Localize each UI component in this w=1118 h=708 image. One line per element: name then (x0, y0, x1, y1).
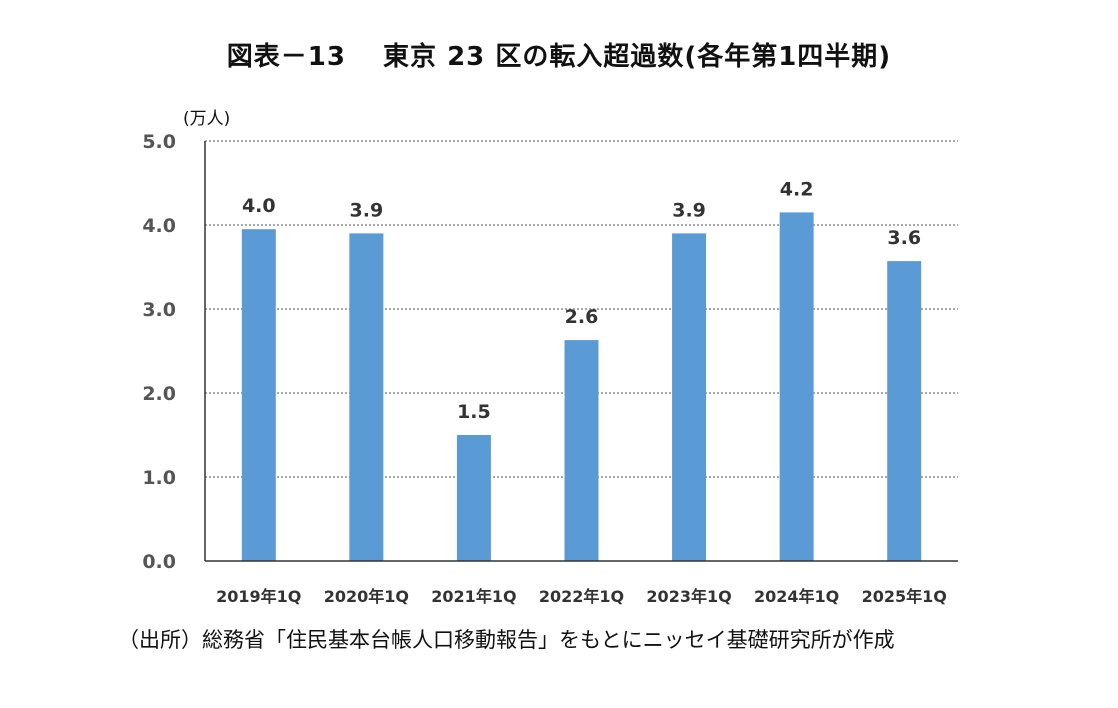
category-label: 2022年1Q (539, 587, 624, 606)
source-note: （出所）総務省「住民基本台帳人口移動報告」をもとにニッセイ基礎研究所が作成 (118, 628, 895, 652)
category-label: 2019年1Q (216, 587, 301, 606)
y-tick-label: 1.0 (142, 467, 176, 489)
y-tick-label: 3.0 (142, 299, 176, 321)
chart-title: 図表－13 東京 23 区の転入超過数(各年第1四半期) (226, 42, 892, 72)
bar (241, 229, 276, 561)
bar (456, 435, 491, 561)
category-label: 2023年1Q (646, 587, 731, 606)
bar (887, 261, 922, 561)
y-tick-label: 2.0 (142, 383, 176, 405)
category-label: 2021年1Q (431, 587, 516, 606)
y-axis-unit-label: (万人) (183, 109, 230, 129)
value-label: 3.6 (887, 227, 921, 249)
y-tick-label: 4.0 (142, 215, 176, 237)
value-labels: 4.0 3.9 1.5 2.6 3.9 4.2 3.6 (242, 178, 921, 423)
value-label: 2.6 (565, 306, 599, 328)
category-label: 2020年1Q (324, 587, 409, 606)
y-tick-labels: 0.0 1.0 2.0 3.0 4.0 5.0 (142, 131, 176, 573)
value-label: 1.5 (457, 401, 491, 423)
y-tick-label: 0.0 (142, 551, 176, 573)
bar (349, 233, 384, 561)
bars (241, 212, 922, 561)
category-labels: 2019年1Q 2020年1Q 2021年1Q 2022年1Q 2023年1Q 2024年… (216, 587, 947, 606)
value-label: 4.2 (780, 178, 814, 200)
bar (779, 212, 814, 561)
category-label: 2024年1Q (754, 587, 839, 606)
category-label: 2025年1Q (862, 587, 947, 606)
y-tick-label: 5.0 (142, 131, 176, 153)
bar (672, 233, 707, 561)
value-label: 3.9 (672, 199, 706, 221)
value-label: 3.9 (350, 199, 384, 221)
value-label: 4.0 (242, 195, 276, 217)
bar (564, 340, 599, 561)
